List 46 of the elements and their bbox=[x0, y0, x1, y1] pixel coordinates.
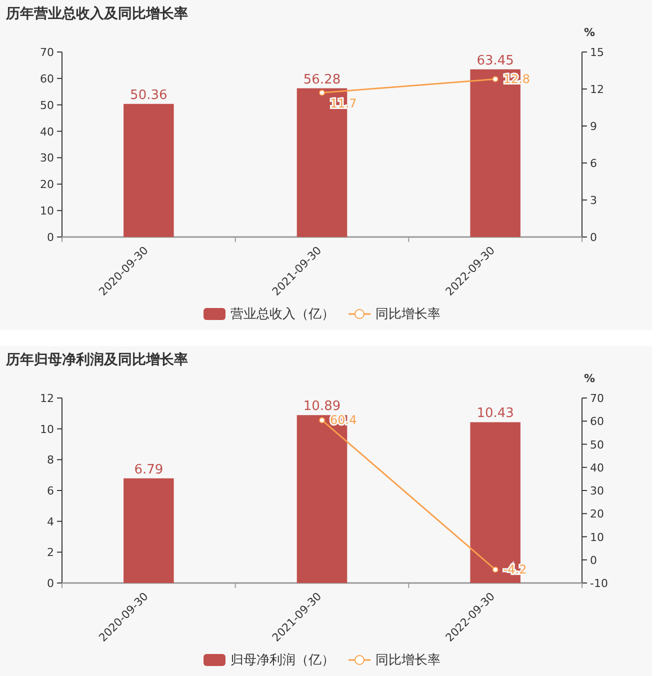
y-tick-label: 4 bbox=[47, 515, 54, 528]
y2-tick-label: 6 bbox=[590, 157, 597, 170]
data-label: 10.89 bbox=[303, 399, 341, 414]
y2-tick-label: 40 bbox=[590, 461, 604, 474]
legend-label: 同比增长率 bbox=[376, 306, 440, 322]
data-label: 10.43 bbox=[476, 406, 514, 422]
bar bbox=[124, 478, 174, 583]
y2-tick-label: 10 bbox=[590, 530, 604, 544]
y-tick-label: 12 bbox=[40, 392, 54, 405]
y-tick-label: 50 bbox=[40, 98, 54, 112]
y2-tick-label: 0 bbox=[590, 554, 597, 567]
y-tick-label: 0 bbox=[47, 231, 54, 244]
y2-tick-label: -10 bbox=[590, 577, 608, 590]
y2-tick-label: 3 bbox=[590, 194, 597, 207]
y-tick-label: 6 bbox=[47, 484, 54, 498]
y2-tick-label: 70 bbox=[590, 392, 604, 405]
y-tick-label: 8 bbox=[47, 454, 54, 467]
y-tick-label: 60 bbox=[40, 72, 54, 86]
y2-tick-label: 50 bbox=[590, 438, 604, 452]
y2-tick-label: 15 bbox=[590, 46, 604, 59]
y-tick-label: 20 bbox=[40, 178, 54, 192]
data-label: 50.36 bbox=[130, 88, 168, 103]
legend-label: 归母净利润（亿） bbox=[230, 653, 334, 668]
y-tick-label: 2 bbox=[47, 546, 54, 560]
y-tick-label: 10 bbox=[40, 204, 54, 218]
y2-tick-label: 60 bbox=[590, 415, 604, 428]
y-tick-label: 70 bbox=[40, 46, 54, 59]
y2-tick-label: 9 bbox=[590, 120, 597, 133]
y2-tick-label: 20 bbox=[590, 508, 604, 521]
y2-tick-label: 30 bbox=[590, 484, 604, 498]
y2-tick-label: 12 bbox=[590, 83, 604, 96]
chart-title: 历年营业总收入及同比增长率 bbox=[5, 5, 188, 22]
data-label: 6.79 bbox=[134, 462, 164, 478]
legend-label: 营业总收入（亿） bbox=[230, 307, 334, 322]
y-tick-label: 30 bbox=[40, 152, 54, 165]
bar bbox=[124, 104, 174, 237]
y2-axis-title: % bbox=[584, 26, 596, 39]
y2-tick-label: 0 bbox=[590, 231, 597, 244]
y-tick-label: 40 bbox=[40, 125, 54, 138]
legend-label: 同比增长率 bbox=[376, 652, 440, 668]
y-tick-label: 0 bbox=[47, 577, 54, 590]
chart-title: 历年归母净利润及同比增长率 bbox=[5, 351, 188, 368]
data-label: 63.45 bbox=[476, 53, 514, 68]
y-tick-label: 10 bbox=[40, 422, 54, 436]
data-label: 56.28 bbox=[303, 72, 341, 88]
y2-axis-title: % bbox=[584, 372, 596, 385]
